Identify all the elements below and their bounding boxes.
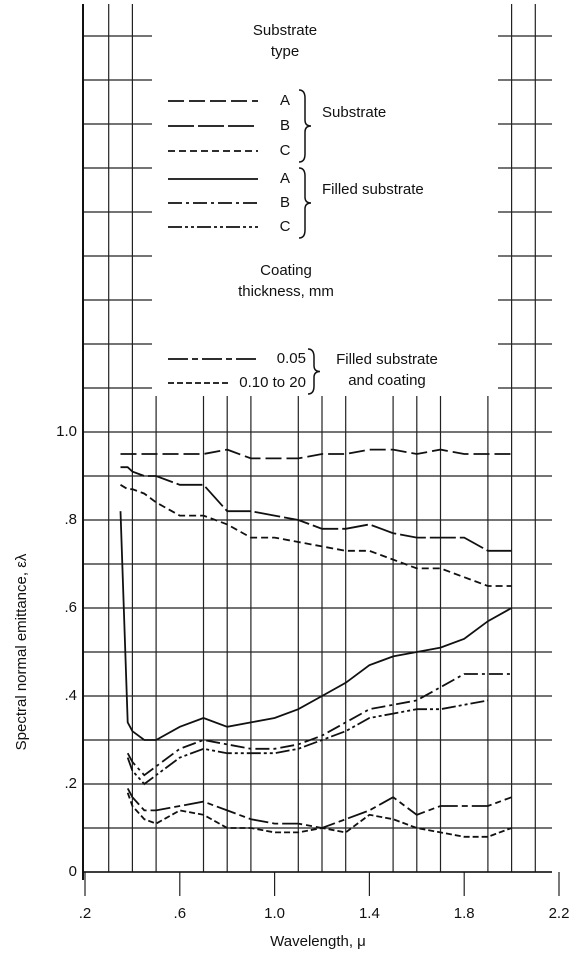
x-tick-label: 1.0 — [264, 905, 285, 922]
legend-label: 0.05 — [277, 350, 306, 367]
series-line — [126, 792, 512, 838]
x-tick-label: 2.2 — [549, 905, 570, 922]
legend-label: A — [280, 92, 290, 109]
series-line — [119, 511, 513, 741]
legend-label: 0.10 to 20 — [239, 374, 306, 391]
legend-label: A — [280, 170, 290, 187]
y-tick-label: .8 — [64, 511, 77, 528]
legend-brace — [307, 348, 321, 395]
legend-label: C — [280, 142, 291, 159]
legend-label: B — [280, 117, 290, 134]
coating-title: Coating thickness, mm — [238, 262, 334, 300]
y-tick-label: .4 — [64, 687, 77, 704]
x-tick-label: .6 — [174, 905, 187, 922]
series-line — [120, 466, 512, 552]
y-tick-label: .6 — [64, 599, 77, 616]
y-tick-label: .2 — [64, 775, 77, 792]
y-tick-label: 1.0 — [56, 423, 77, 440]
series-line — [120, 484, 512, 587]
y-tick-label: 0 — [69, 863, 77, 880]
legend-label: C — [280, 218, 291, 235]
x-tick-label: .2 — [79, 905, 92, 922]
series-line — [126, 673, 512, 777]
series-line — [120, 448, 512, 460]
x-tick-label: 1.4 — [359, 905, 380, 922]
series-line — [126, 699, 489, 786]
y-axis-label: Spectral normal emittance, ελ — [13, 553, 30, 750]
legend-group-label: Filled substrate — [322, 181, 424, 198]
x-axis-label: Wavelength, μ — [270, 933, 366, 950]
legend-group-label: Filled substrate and coating — [336, 351, 438, 389]
legend-brace — [298, 167, 312, 239]
legend-brace — [298, 89, 312, 163]
legend-group-label: Substrate — [322, 104, 387, 121]
series-line — [126, 787, 512, 829]
legend-label: B — [280, 194, 290, 211]
legend-title: Substrate type — [252, 22, 318, 60]
x-tick-label: 1.8 — [454, 905, 475, 922]
legend-box — [152, 0, 498, 396]
